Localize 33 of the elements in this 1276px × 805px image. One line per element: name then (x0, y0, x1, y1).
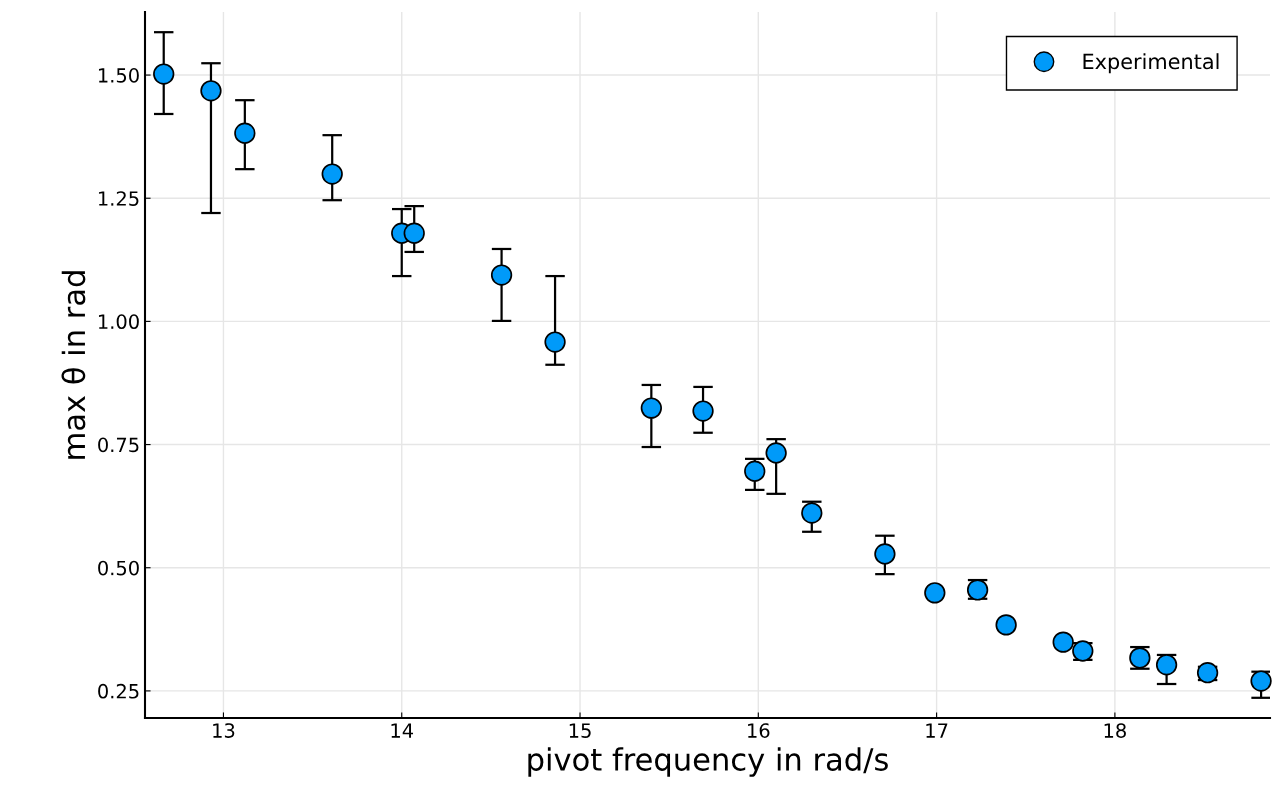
x-axis-title: pivot frequency in rad/s (528, 747, 888, 777)
x-tick-label: 17 (926, 723, 948, 738)
point (995, 614, 1017, 636)
x-tick-label: 16 (748, 723, 770, 738)
y-tick-label: 0.50 (98, 560, 139, 576)
y-tick-label: 0.25 (98, 683, 139, 699)
point (403, 222, 425, 244)
point (200, 80, 222, 102)
legend-label: Experimental (1083, 53, 1219, 74)
x-tick-label: 14 (391, 723, 414, 738)
point (692, 400, 714, 422)
x-tick-label: 18 (1104, 723, 1126, 738)
point (924, 582, 946, 604)
point (744, 460, 766, 482)
point (321, 163, 343, 185)
point (640, 397, 662, 419)
point (544, 331, 566, 353)
y-tick-label: 1.00 (98, 314, 139, 330)
point (1250, 670, 1272, 692)
x-tick-label: 15 (569, 723, 591, 738)
x-tick-label: 13 (213, 723, 235, 738)
point (1052, 631, 1074, 653)
y-tick-label: 1.50 (98, 68, 139, 83)
point (874, 543, 896, 565)
y-tick-label: 0.75 (98, 437, 139, 453)
point (153, 63, 175, 85)
y-axis-title: max θ in rad (61, 271, 86, 459)
point (801, 502, 823, 524)
point (1155, 654, 1178, 676)
y-tick-label: 1.25 (98, 191, 139, 206)
point (234, 122, 256, 144)
point (765, 442, 787, 464)
point (490, 264, 513, 286)
